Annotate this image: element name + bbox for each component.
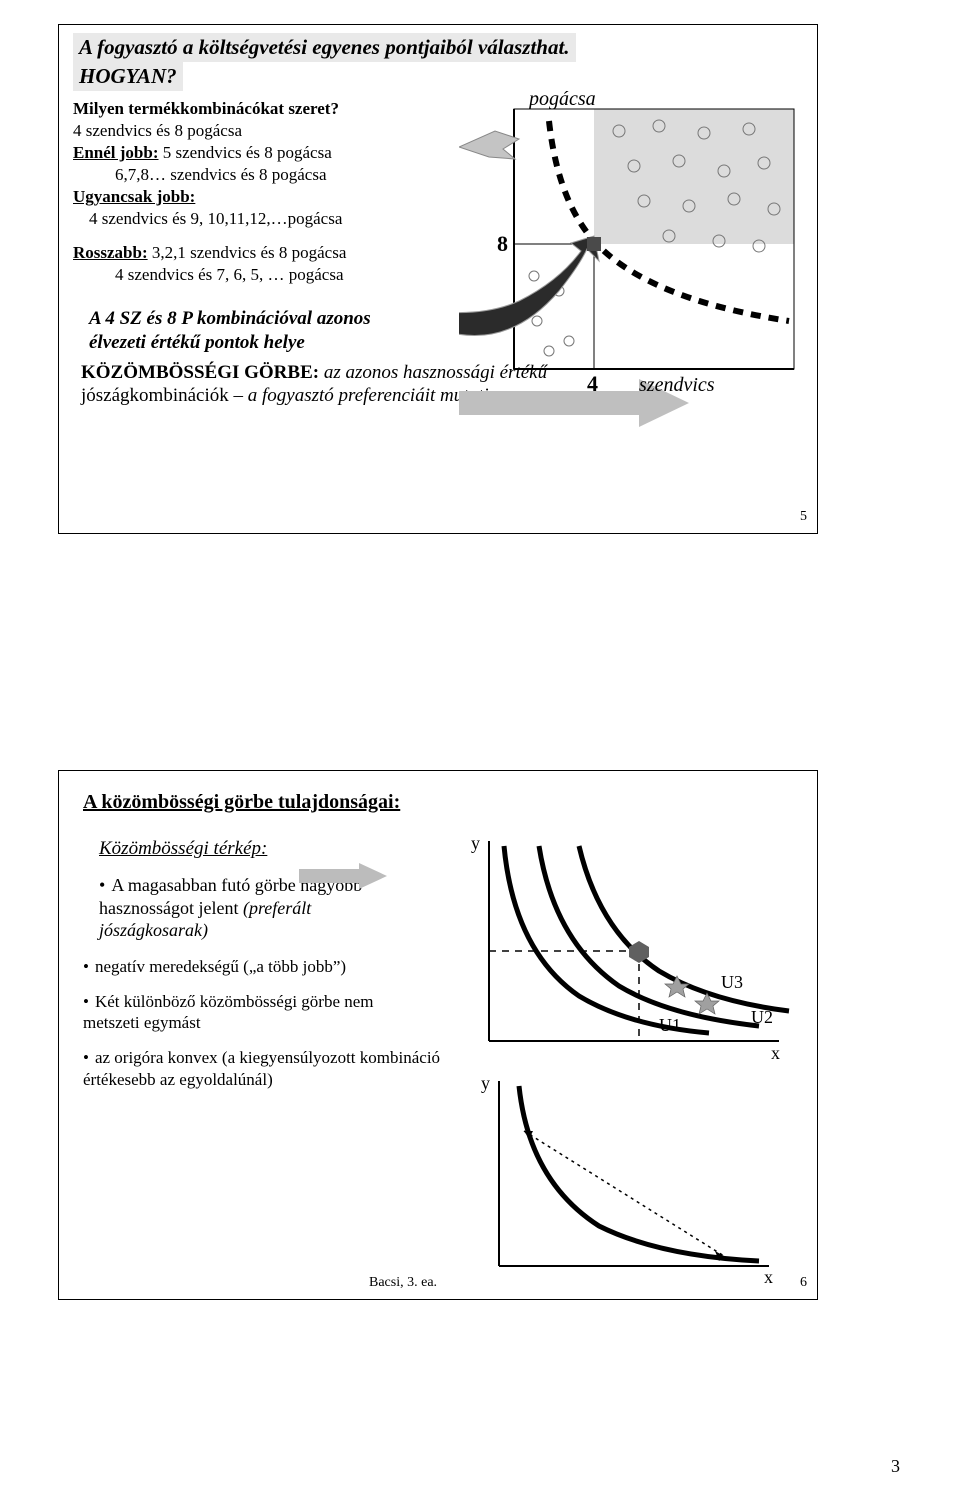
swoosh-arrow-icon xyxy=(459,236,599,336)
slide1-chart: 8 4 pogácsa szendvics xyxy=(459,91,809,451)
y-axis-label: pogácsa xyxy=(527,91,596,110)
slide2-bullet-3: Két különböző közömbösségi görbe nem met… xyxy=(83,991,413,1034)
region-better xyxy=(594,109,794,244)
b4: az origóra konvex (a kiegyensúlyozott ko… xyxy=(83,1048,440,1088)
map-arrow-icon xyxy=(299,863,389,889)
bot-x-label: x xyxy=(764,1267,773,1287)
slide1-number: 5 xyxy=(800,509,807,525)
label-u3: U3 xyxy=(721,972,743,992)
slide2-bullet-4: az origóra konvex (a kiegyensúlyozott ko… xyxy=(83,1047,443,1090)
convex-curve xyxy=(519,1086,759,1261)
top-y-label: y xyxy=(471,833,480,853)
slide1-title-line1: A fogyasztó a költségvetési egyenes pont… xyxy=(73,33,576,62)
slide2-chart-bottom: y x xyxy=(469,1071,789,1291)
slide1-line6-rest: 3,2,1 szendvics és 8 pogácsa xyxy=(148,243,347,262)
slide2-footer: Bacsi, 3. ea. xyxy=(369,1275,437,1291)
y-tick-8: 8 xyxy=(497,231,508,256)
slide1-gorbe-c: jószágkombinációk – xyxy=(81,385,248,406)
slide1-line2-rest: 5 szendvics és 8 pogácsa xyxy=(159,143,332,162)
slide1-line2-label: Ennél jobb: xyxy=(73,143,159,162)
slide2-map-label: Közömbösségi térkép: xyxy=(99,838,267,860)
b2: negatív meredekségű („a több jobb”) xyxy=(95,957,346,976)
slide1-combination-text: A 4 SZ és 8 P kombinációval azonos élvez… xyxy=(89,307,419,355)
label-u2: U2 xyxy=(751,1007,773,1027)
curve-u1 xyxy=(504,846,709,1033)
slide-1: A fogyasztó a költségvetési egyenes pont… xyxy=(58,24,818,534)
slide2-bullet-2: negatív meredekségű („a több jobb”) xyxy=(83,956,423,977)
arrow-top-icon xyxy=(459,131,519,159)
slide2-chart-top: y x U1 U2 U3 xyxy=(459,831,799,1071)
point-marker xyxy=(587,237,601,251)
slide1-title-line2: HOGYAN? xyxy=(73,62,183,91)
slide1-gorbe-label: KÖZÖMBÖSSÉGI GÖRBE: xyxy=(81,362,324,383)
top-x-label: x xyxy=(771,1043,780,1063)
slide2-title: A közömbösségi görbe tulajdonságai: xyxy=(83,791,803,814)
x-axis-label: szendvics xyxy=(639,374,715,396)
slide1-line6-label: Rosszabb: xyxy=(73,243,148,262)
label-u1: U1 xyxy=(659,1015,681,1035)
page-number: 3 xyxy=(891,1456,900,1477)
slide-2: A közömbösségi görbe tulajdonságai: Közö… xyxy=(58,770,818,1300)
b3: Két különböző közömbösségi görbe nem met… xyxy=(83,992,374,1032)
slide2-number: 6 xyxy=(800,1275,807,1291)
x-tick-4: 4 xyxy=(587,371,598,396)
page: A fogyasztó a költségvetési egyenes pont… xyxy=(0,0,960,1501)
bot-y-label: y xyxy=(481,1073,490,1093)
slide1-line4-label: Ugyancsak jobb: xyxy=(73,187,195,206)
